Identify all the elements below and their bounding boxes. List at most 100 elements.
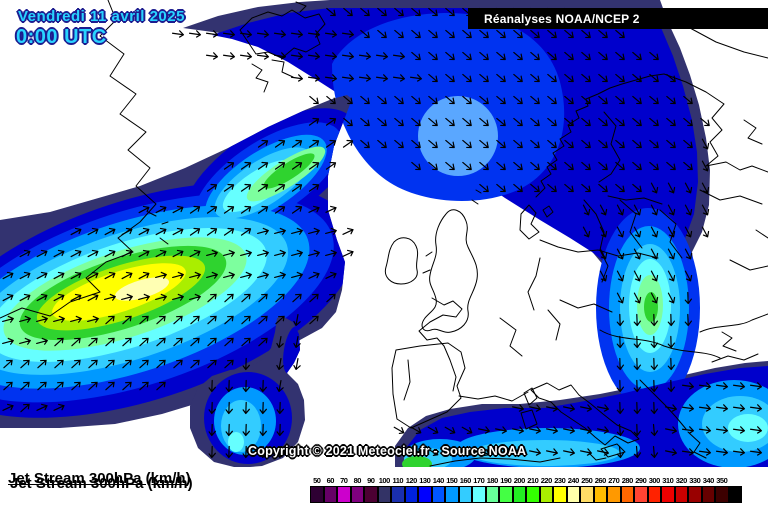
- wind-arrow: [394, 139, 404, 149]
- wind-arrow: [291, 227, 303, 235]
- jet-stream-regions: [0, 0, 768, 467]
- date-block: Vendredi 11 avril 2025 0:00 UTC: [16, 9, 185, 48]
- wind-arrow: [71, 381, 81, 391]
- wind-arrow: [598, 73, 608, 83]
- scale-value: 180: [486, 476, 499, 485]
- wind-arrow: [650, 292, 659, 304]
- wind-arrow: [632, 51, 642, 61]
- wind-arrow: [53, 249, 65, 258]
- wind-arrow: [650, 357, 659, 371]
- wind-arrow: [172, 249, 184, 258]
- wind-arrow: [681, 382, 695, 390]
- wind-arrow: [411, 161, 421, 171]
- wind-arrow: [2, 271, 14, 280]
- wind-arrow: [206, 205, 218, 214]
- wind-arrow: [581, 95, 591, 105]
- wind-arrow: [667, 335, 676, 349]
- scale-cell: 260: [593, 476, 607, 503]
- wind-arrow: [681, 426, 695, 434]
- wind-arrow: [256, 30, 270, 38]
- wind-arrow: [563, 448, 575, 456]
- wind-arrow: [749, 404, 763, 412]
- wind-arrow: [461, 426, 473, 435]
- wind-arrow: [291, 271, 303, 279]
- wind-arrow: [701, 138, 710, 150]
- wind-arrow: [616, 423, 625, 437]
- wind-arrow: [701, 226, 710, 238]
- wind-arrow: [512, 426, 524, 434]
- wind-arrow: [36, 403, 48, 411]
- wind-arrow: [698, 404, 712, 412]
- wind-arrow: [188, 30, 202, 38]
- scale-value: 290: [635, 476, 647, 485]
- wind-arrow: [428, 7, 438, 17]
- wind-arrow: [156, 381, 166, 391]
- scale-value: 220: [540, 476, 553, 485]
- wind-arrow: [377, 7, 387, 17]
- wind-arrow: [208, 401, 216, 415]
- wind-arrow: [258, 315, 268, 325]
- wind-arrow: [530, 51, 540, 61]
- wind-arrow: [632, 117, 642, 127]
- wind-arrow: [598, 183, 608, 193]
- wind-arrow: [616, 270, 625, 282]
- scale-swatch: [674, 486, 688, 503]
- wind-arrow: [54, 359, 64, 369]
- wind-arrow: [122, 381, 132, 391]
- wind-arrow: [105, 359, 115, 369]
- scale-swatch: [499, 486, 513, 503]
- wind-arrow: [410, 426, 422, 435]
- scale-swatch: [418, 486, 432, 503]
- wind-arrow: [582, 226, 591, 238]
- wind-arrow: [632, 73, 642, 83]
- scale-cell: 320: [674, 476, 688, 503]
- wind-arrow: [241, 315, 251, 325]
- wind-arrow: [224, 315, 234, 325]
- wind-arrow: [358, 74, 372, 82]
- wind-arrow: [37, 359, 47, 369]
- wind-arrow: [342, 227, 354, 235]
- scale-cell: 140: [431, 476, 445, 503]
- wind-arrow: [274, 183, 286, 192]
- wind-arrow: [171, 30, 185, 38]
- wind-arrow: [530, 183, 540, 193]
- wind-arrow: [239, 30, 253, 38]
- wind-arrow: [274, 271, 286, 279]
- wind-arrow: [360, 29, 370, 39]
- wind-arrow: [307, 52, 321, 60]
- legend-title-link[interactable]: Jet Stream 300hPa (km/h): [8, 470, 191, 487]
- wind-arrow: [633, 292, 642, 304]
- wind-arrow: [156, 337, 166, 347]
- wind-arrow: [70, 227, 82, 236]
- wind-arrow: [581, 183, 591, 193]
- scale-value: 170: [473, 476, 485, 485]
- wind-arrow: [633, 357, 642, 371]
- wind-arrow: [224, 359, 234, 369]
- scale-swatch: [458, 486, 472, 503]
- wind-arrow: [633, 423, 642, 437]
- wind-arrow: [698, 382, 712, 390]
- wind-arrow: [377, 139, 387, 149]
- wind-arrow: [223, 227, 235, 236]
- wind-arrow: [564, 51, 574, 61]
- wind-arrow: [205, 30, 219, 38]
- wind-arrow: [445, 73, 455, 83]
- wind-arrow: [564, 161, 574, 171]
- scale-value: 100: [378, 476, 391, 485]
- wind-arrow: [242, 379, 250, 393]
- wind-arrow: [308, 271, 320, 279]
- scale-swatch: [404, 486, 418, 503]
- wind-arrow: [274, 161, 286, 170]
- wind-arrow: [138, 227, 150, 236]
- wind-arrow: [496, 73, 506, 83]
- scale-value: 240: [567, 476, 580, 485]
- wind-arrow: [513, 51, 523, 61]
- scale-swatch: [715, 486, 729, 503]
- scale-value: 340: [702, 476, 715, 485]
- wind-arrow: [273, 52, 287, 60]
- wind-arrow: [598, 95, 608, 105]
- wind-arrow: [684, 248, 693, 260]
- wind-arrow: [599, 248, 608, 260]
- scale-cell: 220: [539, 476, 553, 503]
- wind-arrow: [597, 404, 609, 412]
